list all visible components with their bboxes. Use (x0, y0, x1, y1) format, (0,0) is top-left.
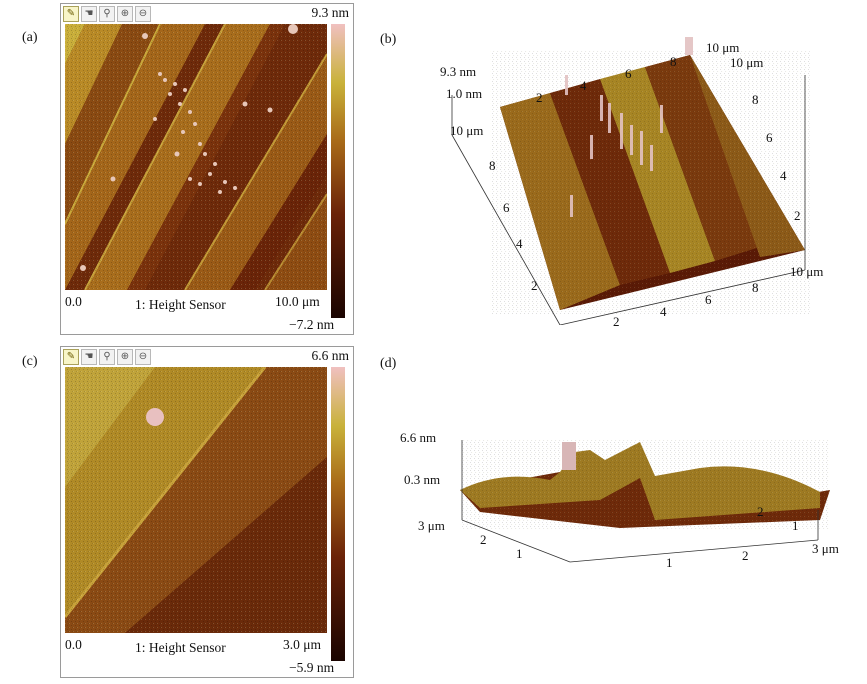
channel-label: 1: Height Sensor (135, 640, 226, 655)
x-end-label: 10 μm (790, 264, 824, 279)
right-tick: 2 (757, 504, 764, 519)
viewer-toolbar: ✎ ☚ ⚲ ⊕ ⊖ (63, 349, 151, 365)
y-tick: 8 (489, 158, 496, 173)
afm-viewer-c: ✎ ☚ ⚲ ⊕ ⊖ 6.6 nm 0.0 1: Height Sensor 3.… (60, 346, 354, 678)
height-map-a (65, 24, 327, 290)
right-end-label: 10 μm (730, 55, 764, 70)
y-tick: 6 (503, 200, 510, 215)
y-tick: 1 (516, 546, 523, 561)
height-image[interactable] (65, 24, 327, 290)
zoom-in-icon[interactable]: ⊕ (117, 349, 133, 365)
right-tick: 4 (780, 168, 787, 183)
z-top-label: 9.3 nm (440, 64, 477, 79)
z-mid-label: 1.0 nm (446, 86, 483, 101)
y-tick: 2 (480, 532, 487, 547)
surface-3d-d (460, 440, 830, 563)
back-tick: 6 (625, 66, 632, 81)
origin-label: 0.0 (65, 294, 82, 309)
zoom-out-icon[interactable]: ⊖ (135, 6, 151, 22)
right-tick: 1 (792, 518, 799, 533)
pencil-icon[interactable]: ✎ (63, 6, 79, 22)
height-image[interactable] (65, 367, 327, 633)
x-tick: 2 (742, 548, 749, 563)
hand-icon[interactable]: ☚ (81, 349, 97, 365)
zoom-icon[interactable]: ⚲ (99, 6, 115, 22)
height-map-c (65, 367, 327, 633)
pencil-icon[interactable]: ✎ (63, 349, 79, 365)
back-end-label: 10 μm (706, 40, 740, 55)
zoom-in-icon[interactable]: ⊕ (117, 6, 133, 22)
x-tick: 8 (752, 280, 759, 295)
surface-3d-b (451, 37, 810, 325)
back-tick: 8 (670, 54, 677, 69)
viewer-toolbar: ✎ ☚ ⚲ ⊕ ⊖ (63, 6, 151, 22)
right-tick: 6 (766, 130, 773, 145)
height-colorbar (331, 367, 345, 661)
z-mid-label: 0.3 nm (404, 472, 441, 487)
panel-b-label: (b) (380, 32, 397, 47)
min-height-label: −7.2 nm (289, 317, 335, 332)
y-tick: 2 (531, 278, 538, 293)
zoom-out-icon[interactable]: ⊖ (135, 349, 151, 365)
panel-a-label: (a) (22, 30, 38, 45)
origin-label: 0.0 (65, 637, 82, 652)
right-tick: 8 (752, 92, 759, 107)
x-tick: 6 (705, 292, 712, 307)
back-tick: 2 (536, 90, 543, 105)
z-top-label: 6.6 nm (400, 430, 437, 445)
back-tick: 4 (580, 78, 587, 93)
hand-icon[interactable]: ☚ (81, 6, 97, 22)
zoom-icon[interactable]: ⚲ (99, 349, 115, 365)
afm-viewer-a: ✎ ☚ ⚲ ⊕ ⊖ 9.3 nm (60, 3, 354, 335)
x-tick: 4 (660, 304, 667, 319)
min-height-label: −5.9 nm (289, 660, 335, 675)
right-tick: 2 (794, 208, 801, 223)
panel-c-label: (c) (22, 354, 38, 369)
panel-d-label: (d) (380, 356, 397, 371)
y-tick: 4 (516, 236, 523, 251)
y-end-label: 3 μm (418, 518, 445, 533)
channel-label: 1: Height Sensor (135, 297, 226, 312)
max-height-label: 6.6 nm (311, 348, 349, 363)
x-tick: 2 (613, 314, 620, 329)
x-end-label: 3 μm (812, 541, 839, 556)
y-end-label: 10 μm (450, 123, 484, 138)
scan-size-label: 3.0 μm (283, 637, 321, 652)
max-height-label: 9.3 nm (311, 5, 349, 20)
x-tick: 1 (666, 555, 673, 570)
scan-size-label: 10.0 μm (275, 294, 320, 309)
height-colorbar (331, 24, 345, 318)
